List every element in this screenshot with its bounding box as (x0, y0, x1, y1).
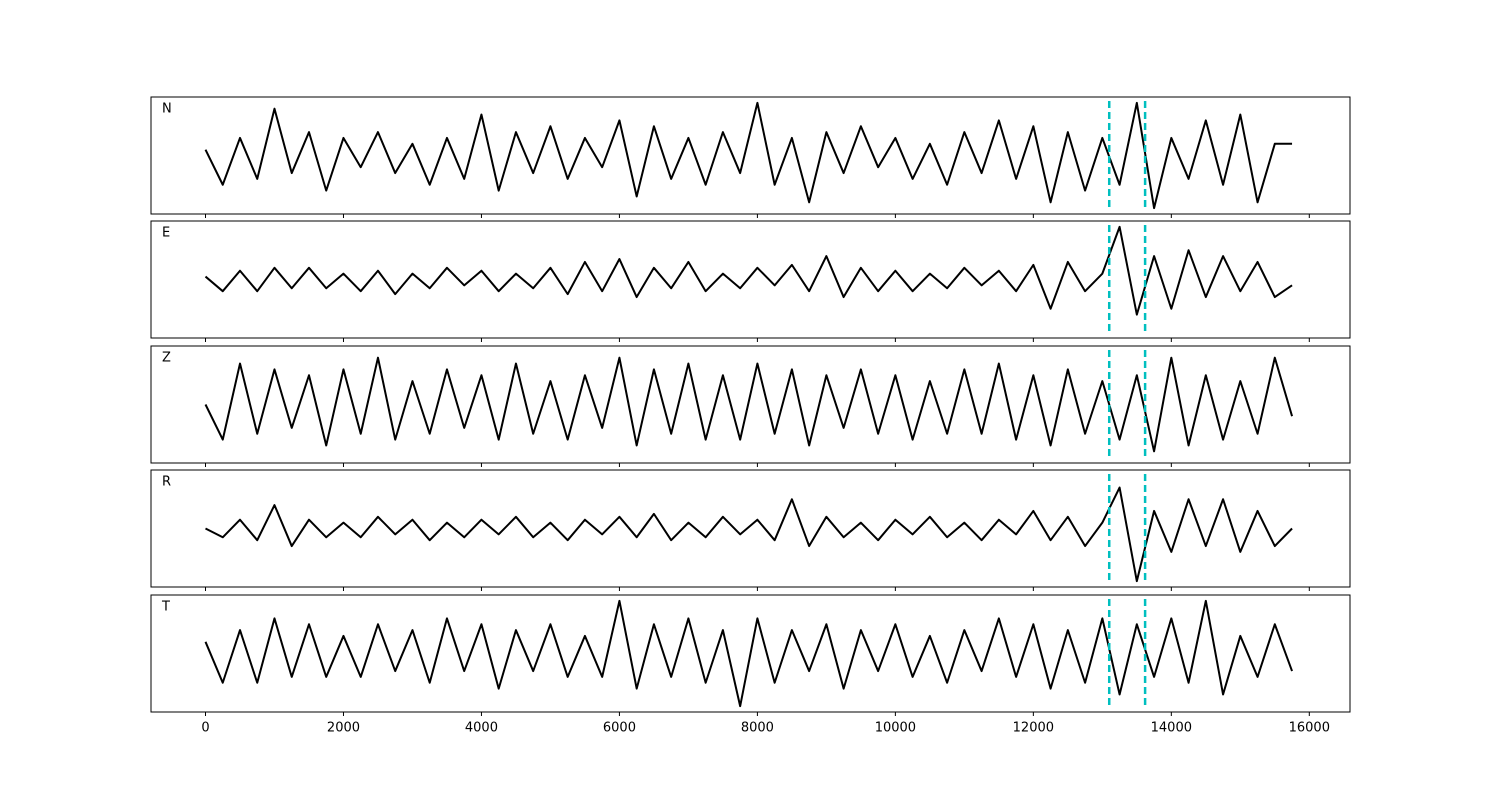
panel-frame (150, 220, 1351, 339)
x-tick-label: 12000 (1013, 721, 1054, 736)
x-tick-label: 6000 (603, 721, 636, 736)
panel-label: E (162, 226, 170, 241)
x-tick-label: 10000 (875, 721, 916, 736)
panel-label: N (162, 102, 172, 117)
panel-frame (150, 96, 1351, 215)
x-tick-label: 0 (201, 721, 209, 736)
trace (204, 356, 1294, 453)
x-tick-label: 16000 (1289, 721, 1330, 736)
panel-label: T (161, 600, 170, 615)
x-tick-label: 8000 (741, 721, 774, 736)
panel-frame (150, 469, 1351, 588)
trace (204, 599, 1293, 708)
x-tick-label: 4000 (465, 721, 498, 736)
panel-frame (150, 345, 1351, 464)
trace (204, 101, 1293, 210)
panel-frame (150, 594, 1351, 713)
trace (205, 486, 1293, 583)
panel-label: R (162, 475, 171, 490)
panel-label: Z (162, 351, 171, 366)
x-tick-label: 2000 (327, 721, 360, 736)
x-tick-label: 14000 (1151, 721, 1192, 736)
trace (204, 225, 1293, 316)
